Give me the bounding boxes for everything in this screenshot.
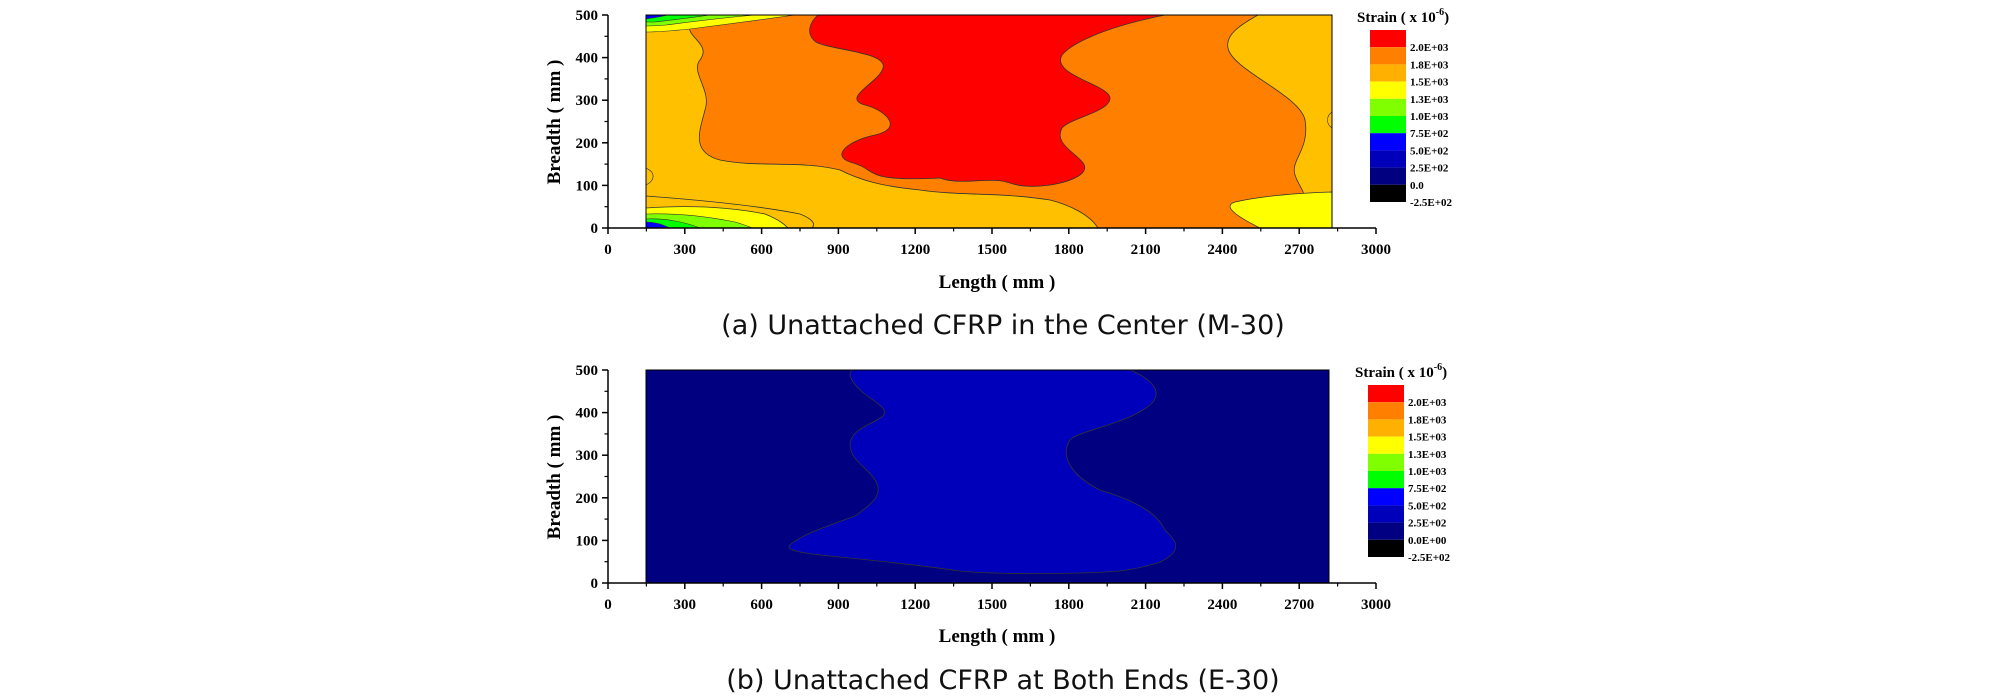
- legend-level-label: 2.0E+03: [1408, 397, 1447, 409]
- x-tick-label: 1800: [1054, 242, 1084, 258]
- y-tick-label: 500: [576, 8, 599, 24]
- y-tick-label: 0: [591, 221, 599, 237]
- x-tick-label: 300: [674, 597, 697, 613]
- x-tick-label: 1200: [900, 597, 930, 613]
- legend-swatch: [1370, 116, 1406, 134]
- x-tick-label: 0: [604, 597, 612, 613]
- caption-b: (b) Unattached CFRP at Both Ends (E-30): [726, 665, 1279, 696]
- x-tick-label: 900: [827, 242, 850, 258]
- legend-level-label: 1.5E+03: [1408, 432, 1447, 444]
- y-tick-label: 300: [576, 448, 599, 464]
- legend-level-label: -2.5E+02: [1408, 552, 1451, 564]
- contour-field-b: [646, 370, 1329, 583]
- legend-b: Strain ( x 10-6) 2.0E+03 1.8E+03 1.5E+03 1.…: [1355, 362, 1451, 564]
- legend-title-b: Strain ( x 10-6): [1355, 362, 1447, 381]
- y-tick-label: 400: [576, 51, 599, 67]
- x-tick-label: 300: [674, 242, 697, 258]
- y-axis-label-a: Breadth ( mm ): [544, 60, 565, 185]
- x-tick-label: 600: [750, 597, 773, 613]
- legend-a: Strain ( x 10-6) 2.0E+03 1.8E+03 1.5E+03 1.…: [1357, 7, 1453, 209]
- y-tick-label: 100: [576, 178, 599, 194]
- x-axis-label-a: Length ( mm ): [939, 272, 1056, 293]
- y-axis-label-b: Breadth ( mm ): [544, 415, 565, 540]
- contour-band-2.0e3: [809, 15, 1166, 187]
- legend-level-label: -2.5E+02: [1410, 197, 1453, 209]
- legend-title-a: Strain ( x 10-6): [1357, 7, 1449, 26]
- legend-level-label: 1.8E+03: [1408, 414, 1447, 426]
- x-tick-label: 1200: [900, 242, 930, 258]
- y-tick-label: 400: [576, 406, 599, 422]
- legend-swatch: [1368, 522, 1404, 540]
- x-tick-label: 2400: [1207, 242, 1237, 258]
- legend-level-label: 1.0E+03: [1408, 466, 1447, 478]
- y-tick-label: 100: [576, 533, 599, 549]
- legend-swatch: [1368, 539, 1404, 557]
- axis-ticks-b: 0 300 600 900 1200 1500 1800 2100 2400 2700 3000 0 1…: [576, 363, 1392, 613]
- x-tick-label: 2400: [1207, 597, 1237, 613]
- x-tick-label: 2100: [1131, 242, 1161, 258]
- y-tick-label: 0: [591, 576, 599, 592]
- legend-level-label: 2.0E+03: [1410, 42, 1449, 54]
- caption-a: (a) Unattached CFRP in the Center (M-30): [721, 310, 1285, 341]
- x-tick-label: 2700: [1284, 597, 1314, 613]
- legend-level-label: 0.0E+00: [1408, 535, 1447, 547]
- axis-ticks-a: 0 300 600 900 1200 1500 1800 2100 2400 2700 3000 0 1…: [576, 8, 1392, 258]
- legend-level-label: 5.0E+02: [1408, 500, 1447, 512]
- x-tick-label: 3000: [1361, 597, 1391, 613]
- legend-level-label: 1.5E+03: [1410, 77, 1449, 89]
- contour-field-a: [646, 15, 1332, 228]
- legend-level-label: 2.5E+02: [1408, 518, 1447, 530]
- legend-swatch: [1370, 184, 1406, 202]
- y-tick-label: 200: [576, 491, 599, 507]
- legend-level-label: 7.5E+02: [1410, 128, 1449, 140]
- legend-swatch: [1370, 64, 1406, 82]
- chart-a: 0 300 600 900 1200 1500 1800 2100 2400 2700 3000 0 1…: [544, 7, 1453, 341]
- legend-level-label: 1.0E+03: [1410, 111, 1449, 123]
- x-tick-label: 2700: [1284, 242, 1314, 258]
- x-tick-label: 900: [827, 597, 850, 613]
- contour-band-2.5e2: [788, 370, 1177, 574]
- y-tick-label: 200: [576, 136, 599, 152]
- legend-swatch: [1368, 505, 1404, 523]
- legend-swatch: [1368, 488, 1404, 506]
- legend-swatch: [1370, 98, 1406, 116]
- legend-level-label: 2.5E+02: [1410, 163, 1449, 175]
- x-axis-label-b: Length ( mm ): [939, 626, 1056, 647]
- x-tick-label: 0: [604, 242, 612, 258]
- chart-b: 0 300 600 900 1200 1500 1800 2100 2400 2700 3000 0 1…: [544, 362, 1451, 696]
- x-tick-label: 1500: [977, 242, 1007, 258]
- legend-swatch: [1368, 436, 1404, 454]
- legend-swatch: [1368, 385, 1404, 403]
- legend-swatch: [1370, 81, 1406, 99]
- legend-level-label: 0.0: [1410, 180, 1424, 192]
- x-tick-label: 600: [750, 242, 773, 258]
- contour-band-1.3e3-bottom-right: [1229, 191, 1332, 228]
- legend-swatch: [1370, 167, 1406, 185]
- legend-swatch: [1368, 419, 1404, 437]
- legend-level-label: 1.3E+03: [1408, 449, 1447, 461]
- contour-band-5.0e2-bottom-left: [646, 221, 671, 228]
- legend-swatch: [1370, 47, 1406, 65]
- y-tick-label: 500: [576, 363, 599, 379]
- legend-swatch: [1370, 150, 1406, 168]
- legend-swatch: [1368, 402, 1404, 420]
- legend-swatch: [1368, 471, 1404, 489]
- legend-level-label: 1.8E+03: [1410, 59, 1449, 71]
- legend-level-label: 7.5E+02: [1408, 483, 1447, 495]
- x-tick-label: 1800: [1054, 597, 1084, 613]
- x-tick-label: 1500: [977, 597, 1007, 613]
- legend-level-label: 1.3E+03: [1410, 94, 1449, 106]
- x-tick-label: 2100: [1131, 597, 1161, 613]
- y-tick-label: 300: [576, 93, 599, 109]
- legend-swatch: [1368, 453, 1404, 471]
- x-tick-label: 3000: [1361, 242, 1391, 258]
- legend-level-label: 5.0E+02: [1410, 145, 1449, 157]
- legend-swatch: [1370, 30, 1406, 48]
- legend-swatch: [1370, 133, 1406, 151]
